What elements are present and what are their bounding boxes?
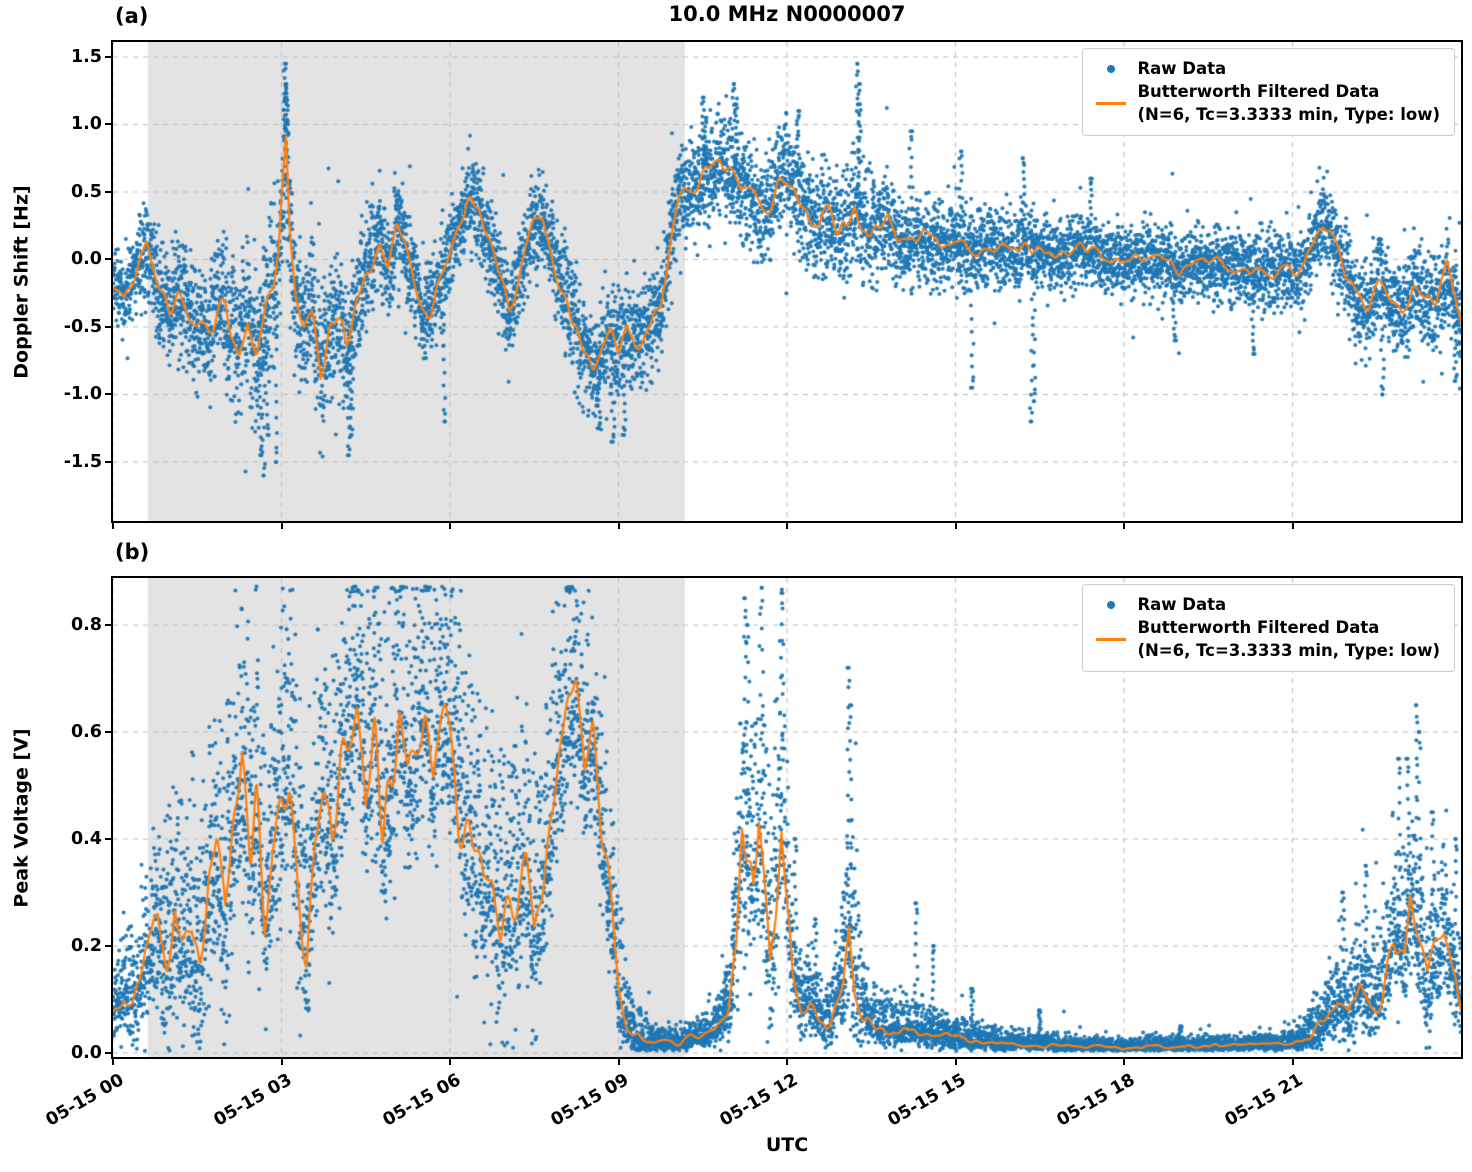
x-tick-label: 05-15 00 — [42, 1070, 127, 1131]
legend-entry-filtered-data: Butterworth Filtered Data (N=6, Tc=3.333… — [1095, 81, 1440, 126]
figure-title: 10.0 MHz N0000007 — [668, 2, 906, 26]
y-tick-label: 0.0 — [70, 1042, 102, 1063]
y-tick-mark — [105, 838, 111, 841]
x-tick-mark — [449, 1059, 451, 1065]
x-tick-label: 05-15 03 — [210, 1070, 296, 1131]
x-tick-mark — [954, 523, 957, 529]
y-axis-label-b-text: Peak Voltage [V] — [11, 727, 34, 908]
x-tick-label: 05-15 21 — [1221, 1070, 1307, 1131]
y-tick-label: 0.6 — [70, 722, 102, 743]
y-tick-label: -0.5 — [63, 316, 102, 337]
x-tick-mark — [786, 523, 788, 529]
legend-filtered-label-line2: (N=6, Tc=3.3333 min, Type: low) — [1137, 104, 1440, 124]
legend-filtered-label-line2: (N=6, Tc=3.3333 min, Type: low) — [1137, 640, 1440, 660]
panel-a-label: (a) — [115, 4, 149, 28]
y-tick-label: 1.0 — [70, 114, 102, 135]
x-tick-mark — [112, 523, 114, 529]
x-tick-mark — [280, 523, 283, 529]
y-tick-mark — [105, 393, 111, 396]
y-tick-mark — [105, 624, 111, 627]
y-tick-label: 0.2 — [70, 936, 102, 956]
y-tick-label: 0.4 — [70, 829, 102, 850]
y-tick-mark — [105, 190, 111, 193]
x-tick-mark — [1123, 1059, 1125, 1065]
x-tick-mark — [786, 1059, 788, 1065]
x-tick-label: 05-15 12 — [716, 1070, 801, 1131]
y-tick-mark — [105, 325, 111, 328]
panel-b: Raw Data Butterworth Filtered Data (N=6,… — [111, 576, 1463, 1059]
y-tick-mark — [105, 258, 111, 261]
x-tick-label: 05-15 18 — [1053, 1070, 1138, 1131]
y-tick-label: 1.5 — [70, 46, 102, 67]
legend-filtered-label-line1: Butterworth Filtered Data — [1137, 618, 1380, 638]
x-tick-mark — [617, 523, 620, 529]
y-tick-label: -1.0 — [63, 384, 102, 405]
filtered-line-icon — [1095, 638, 1127, 642]
x-tick-mark — [617, 1059, 620, 1065]
y-axis-label-a-text: Doppler Shift [Hz] — [11, 184, 33, 379]
y-tick-mark — [105, 55, 111, 58]
x-tick-mark — [1123, 523, 1125, 529]
y-tick-mark — [105, 945, 111, 947]
y-tick-label: -1.5 — [63, 452, 102, 472]
legend-entry-filtered-data: Butterworth Filtered Data (N=6, Tc=3.333… — [1095, 617, 1440, 662]
x-tick-mark — [954, 1059, 957, 1065]
legend-raw-label: Raw Data — [1137, 59, 1227, 78]
x-tick-mark — [449, 523, 451, 529]
x-tick-label: 05-15 09 — [547, 1070, 633, 1131]
x-tick-label: 05-15 06 — [379, 1070, 464, 1131]
x-tick-mark — [112, 1059, 114, 1065]
legend-entry-raw-data: Raw Data — [1095, 58, 1440, 80]
legend-entry-raw-data: Raw Data — [1095, 594, 1440, 616]
y-tick-label: 0.0 — [70, 249, 102, 270]
x-tick-mark — [1291, 523, 1294, 529]
raw-data-marker-icon — [1095, 65, 1127, 74]
legend-filtered-label-line1: Butterworth Filtered Data — [1137, 82, 1380, 102]
y-tick-label: 0.5 — [70, 181, 102, 202]
y-axis-label-b: Peak Voltage [V] — [2, 578, 42, 1057]
x-axis-label: UTC — [765, 1134, 809, 1156]
y-tick-mark — [105, 731, 111, 734]
y-tick-mark — [105, 1051, 111, 1054]
panel-b-label: (b) — [115, 540, 150, 564]
y-tick-mark — [105, 123, 111, 126]
y-tick-mark — [105, 461, 111, 463]
panel-a: Raw Data Butterworth Filtered Data (N=6,… — [111, 40, 1463, 523]
legend-raw-label: Raw Data — [1137, 595, 1227, 614]
raw-data-marker-icon — [1095, 601, 1127, 610]
filtered-line-icon — [1095, 102, 1127, 106]
y-tick-label: 0.8 — [70, 615, 102, 636]
legend-a: Raw Data Butterworth Filtered Data (N=6,… — [1082, 48, 1455, 136]
x-tick-mark — [280, 1059, 283, 1065]
x-tick-mark — [1291, 1059, 1294, 1065]
legend-b: Raw Data Butterworth Filtered Data (N=6,… — [1082, 584, 1455, 672]
x-tick-label: 05-15 15 — [884, 1070, 970, 1131]
